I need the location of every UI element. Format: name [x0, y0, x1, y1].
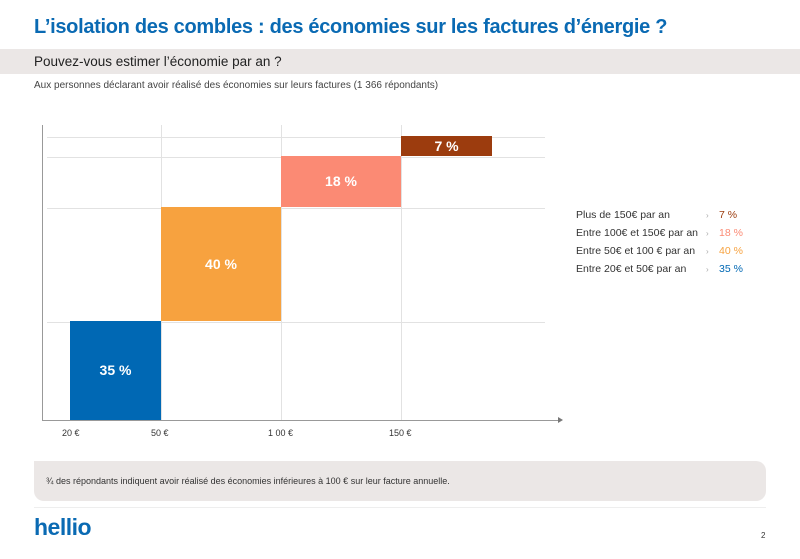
legend-label: Entre 100€ et 150€ par an — [576, 227, 699, 239]
question: Pouvez-vous estimer l’économie par an ? — [34, 54, 282, 69]
gridline — [281, 125, 282, 420]
y-axis — [42, 125, 43, 421]
bar-0: 35 % — [70, 320, 161, 420]
legend-item: Entre 50€ et 100 € par an › 40 % — [576, 242, 743, 260]
bar-3: 7 % — [401, 136, 492, 156]
gridline — [401, 125, 402, 420]
legend-item: Entre 20€ et 50€ par an › 35 % — [576, 260, 743, 278]
bar-1: 40 % — [161, 207, 281, 321]
legend-item: Plus de 150€ par an › 7 % — [576, 206, 743, 224]
chevron-icon: › — [706, 264, 709, 274]
note-text: ¾ des répondants indiquent avoir réalisé… — [46, 476, 450, 486]
x-tick: 150 € — [389, 428, 412, 438]
divider — [34, 507, 766, 508]
hellio-logo: hellio — [34, 514, 92, 540]
legend-label: Plus de 150€ par an — [576, 209, 670, 221]
x-tick: 50 € — [151, 428, 169, 438]
chevron-icon: › — [706, 210, 709, 220]
legend-item: Entre 100€ et 150€ par an › 18 % — [576, 224, 743, 242]
x-axis — [42, 420, 560, 421]
x-tick: 20 € — [62, 428, 80, 438]
chevron-icon: › — [706, 246, 709, 256]
page-title: L’isolation des combles : des économies … — [34, 16, 668, 38]
question-band: Pouvez-vous estimer l’économie par an ? — [0, 49, 800, 74]
x-tick: 1 00 € — [268, 428, 294, 438]
legend-value: 35 % — [719, 263, 743, 275]
data-label: 40 % — [205, 255, 237, 272]
step-chart: 35 % 40 % 18 % 7 % 20 € 50 € 1 00 € 150 € — [42, 125, 563, 438]
page-number: 2 — [761, 531, 766, 540]
legend-value: 18 % — [719, 227, 743, 239]
legend-label: Entre 50€ et 100 € par an — [576, 245, 696, 257]
chevron-icon: › — [706, 228, 709, 238]
data-label: 35 % — [99, 362, 132, 379]
data-label: 7 % — [434, 137, 459, 154]
gridline — [47, 137, 545, 138]
legend-value: 7 % — [719, 209, 738, 221]
legend-value: 40 % — [719, 245, 743, 257]
legend-label: Entre 20€ et 50€ par an — [576, 263, 687, 275]
data-label: 18 % — [325, 173, 357, 190]
note-box: ¾ des répondants indiquent avoir réalisé… — [34, 461, 766, 501]
gridline — [47, 208, 545, 209]
gridline — [47, 322, 545, 323]
legend: Plus de 150€ par an › 7 % Entre 100€ et 15… — [576, 206, 743, 278]
subtitle: Aux personnes déclarant avoir réalisé de… — [34, 80, 439, 91]
bar-2: 18 % — [281, 155, 401, 207]
x-axis-arrow-icon — [558, 417, 563, 423]
